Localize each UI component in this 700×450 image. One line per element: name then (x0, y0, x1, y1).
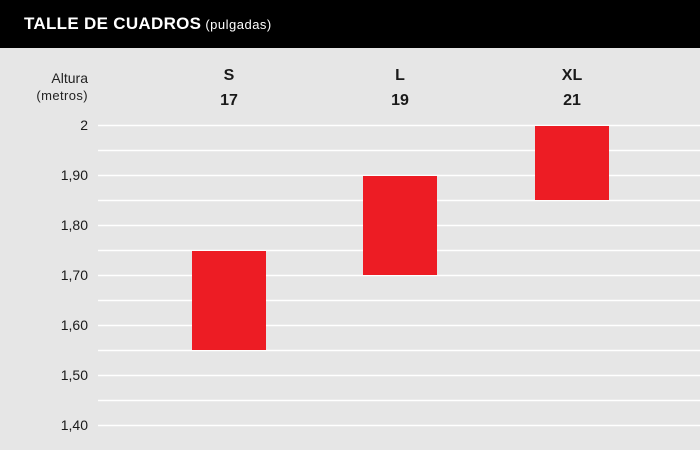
frame-size-label: 21 (563, 92, 581, 109)
size-label: XL (562, 67, 583, 84)
chart-title: TALLE DE CUADROS (pulgadas) (24, 14, 272, 34)
frame-size-label: 19 (391, 92, 409, 109)
y-axis-unit: (metros) (36, 88, 88, 103)
y-tick-label: 1,70 (61, 267, 88, 283)
y-tick-label: 2 (80, 117, 88, 133)
y-axis-label-text: Altura (51, 70, 88, 86)
size-label: L (395, 67, 405, 84)
y-tick-label: 1,50 (61, 367, 88, 383)
range-bar-xl (535, 126, 609, 200)
y-axis-label: Altura (metros) (0, 70, 88, 104)
chart-subtitle: (pulgadas) (205, 17, 272, 32)
range-bar-s (192, 251, 266, 350)
size-label: S (224, 67, 235, 84)
chart-header: TALLE DE CUADROS (pulgadas) (0, 0, 700, 48)
range-bar-l (363, 176, 437, 275)
chart-title-text: TALLE DE CUADROS (24, 14, 202, 33)
y-tick-label: 1,40 (61, 417, 88, 433)
frame-size-label: 17 (220, 92, 238, 109)
y-tick-label: 1,60 (61, 317, 88, 333)
y-tick-label: 1,90 (61, 167, 88, 183)
y-tick-label: 1,80 (61, 217, 88, 233)
